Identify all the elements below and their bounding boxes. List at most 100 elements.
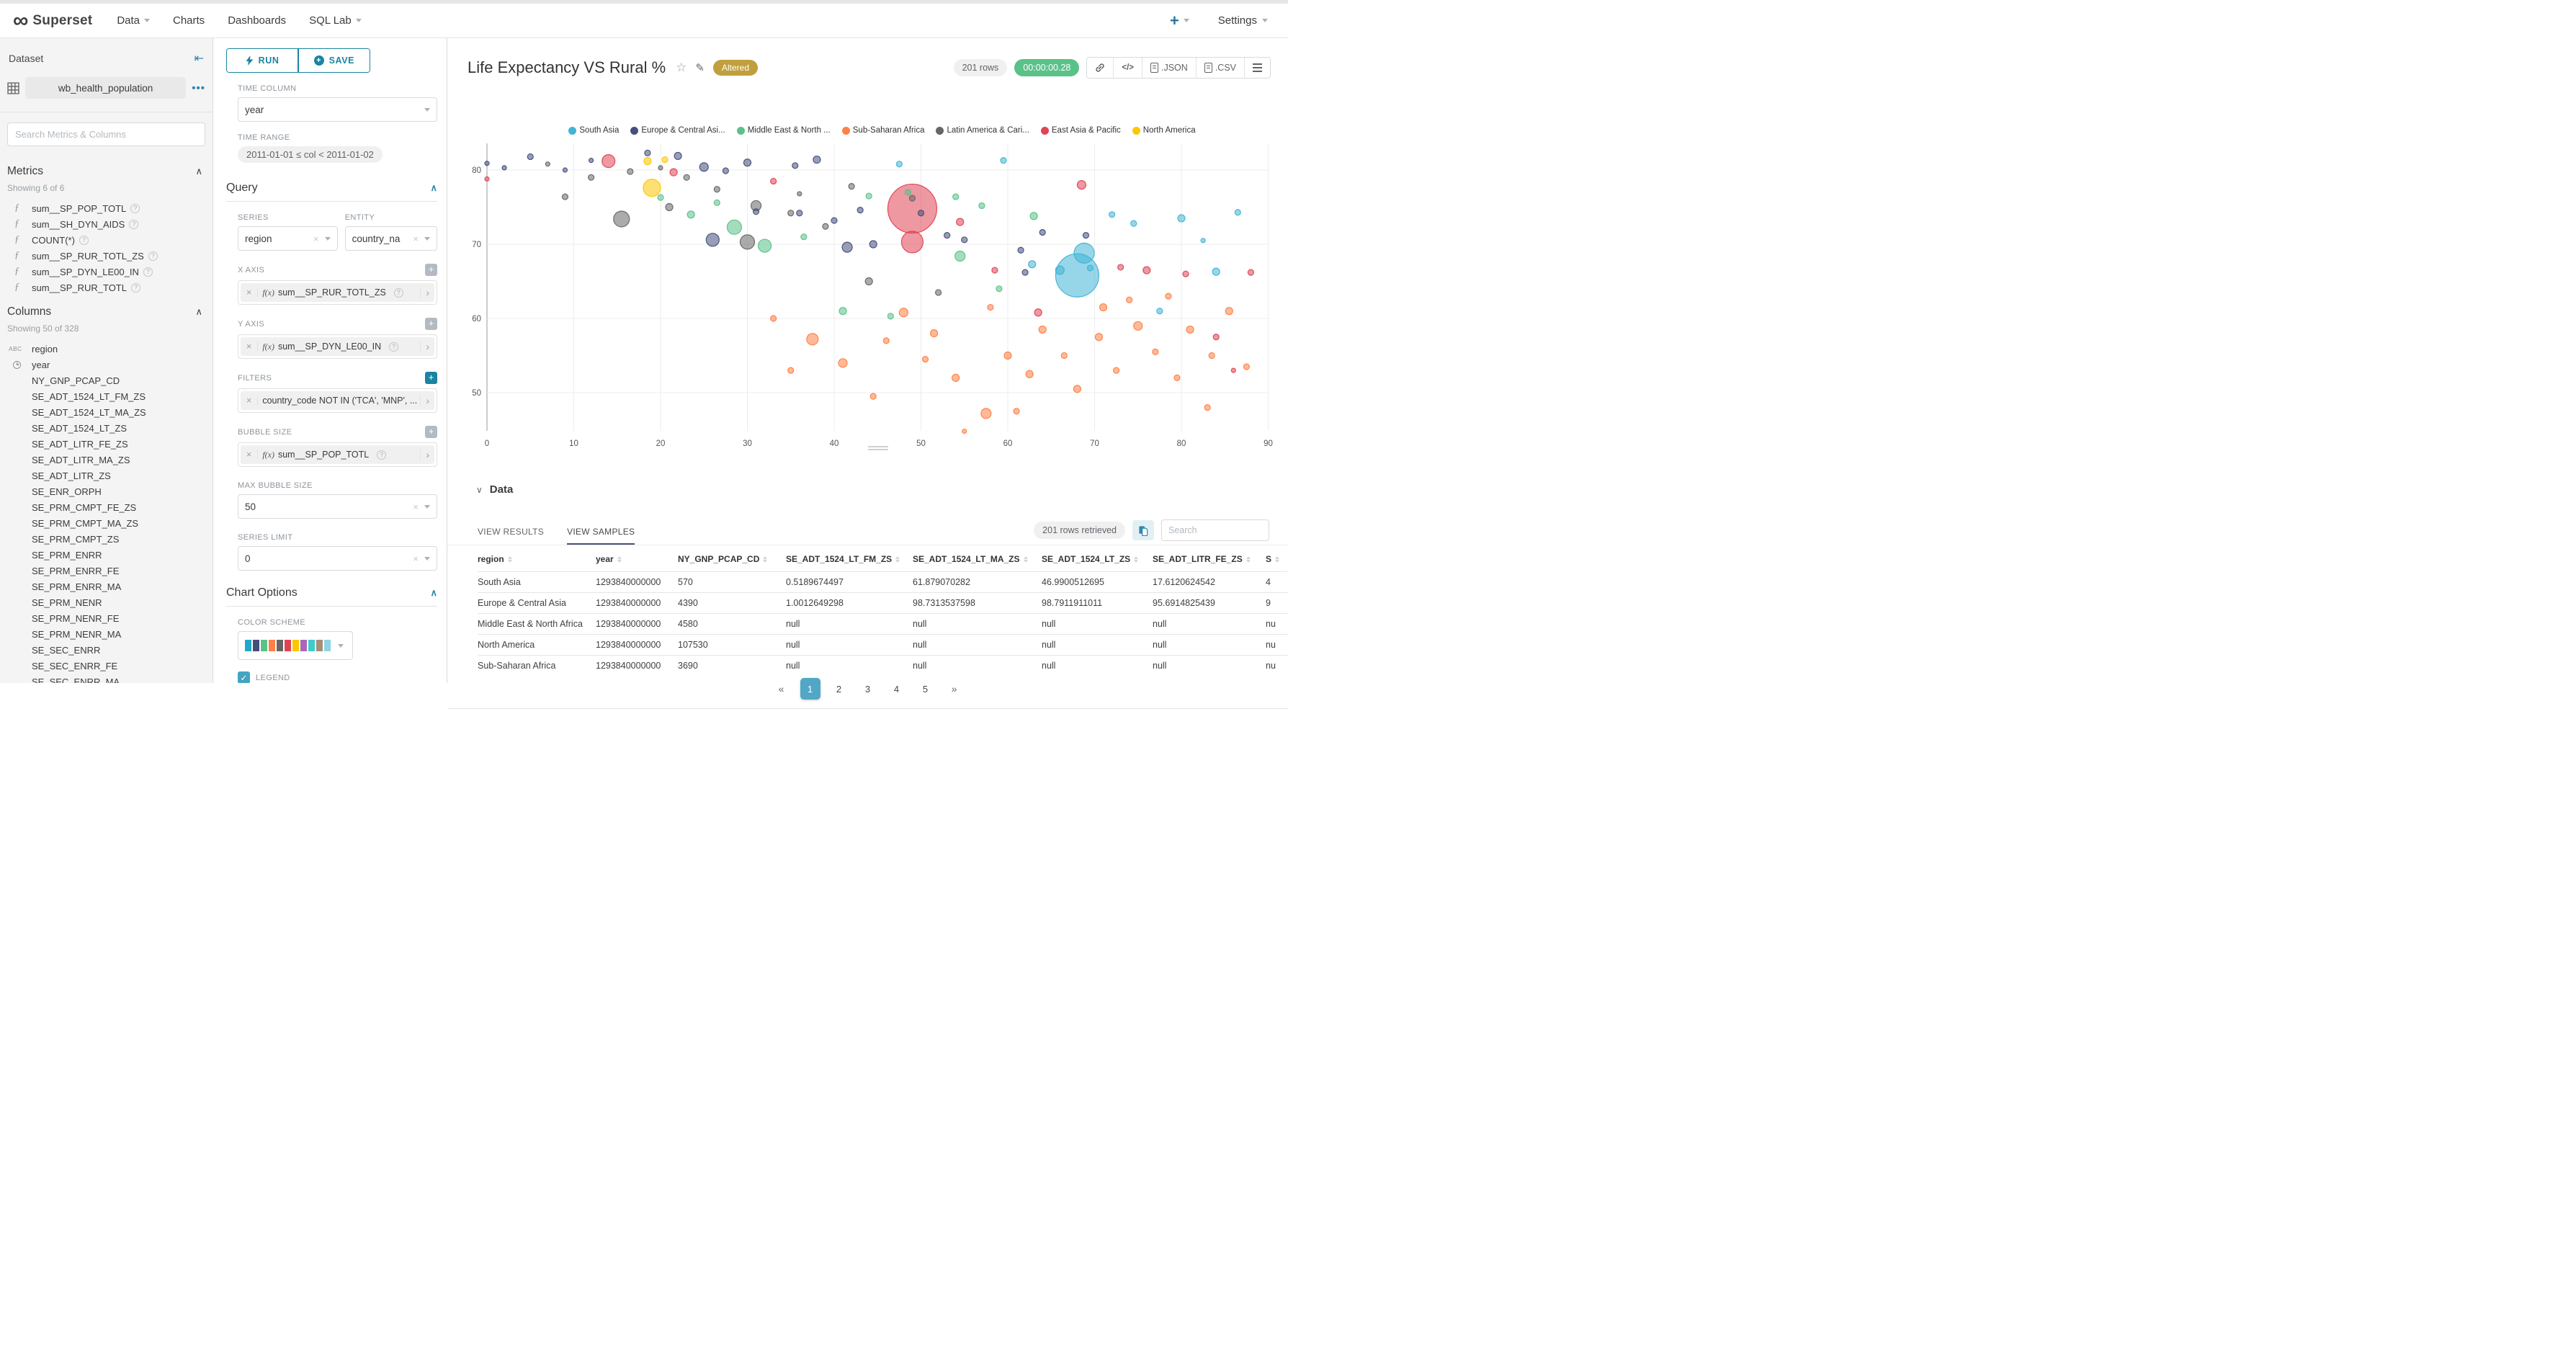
bubble-point[interactable] — [644, 149, 651, 156]
column-item[interactable]: ABC region — [9, 343, 58, 354]
bubble-point[interactable] — [978, 202, 985, 210]
bubble-point[interactable] — [1165, 293, 1172, 300]
table-row[interactable]: North America 1293840000000 107530 null null… — [478, 634, 1288, 655]
column-item[interactable]: SE_PRM_NENR — [32, 597, 102, 608]
metric-item[interactable]: ƒ sum__SP_RUR_TOTL_ZS? — [7, 248, 205, 264]
save-button[interactable]: + SAVE — [298, 49, 370, 72]
export-csv-button[interactable]: .CSV — [1196, 58, 1245, 78]
bubble-point[interactable] — [996, 285, 1003, 293]
bubble-point[interactable] — [796, 210, 803, 217]
bubble-point[interactable] — [961, 236, 968, 244]
bubble-point[interactable] — [1038, 325, 1047, 334]
bubble-point[interactable] — [1094, 333, 1104, 342]
chevron-right-icon[interactable]: › — [420, 395, 434, 406]
series-select[interactable]: region × — [238, 226, 338, 251]
chevron-up-icon[interactable]: ∧ — [195, 166, 202, 177]
bubble-point[interactable] — [713, 186, 720, 193]
bubble-point[interactable] — [683, 174, 690, 181]
bubble-point[interactable] — [1212, 334, 1220, 341]
column-item[interactable]: SE_SEC_ENRR_MA — [32, 676, 120, 684]
bubble-point[interactable] — [1186, 325, 1194, 334]
bubble-size-metric[interactable]: sum__SP_POP_TOTL — [277, 450, 370, 460]
time-range-pill[interactable]: 2011-01-01 ≤ col < 2011-01-02 — [238, 146, 383, 163]
bubble-point[interactable] — [864, 277, 873, 286]
bubble-point[interactable] — [665, 202, 674, 212]
column-item[interactable]: SE_SEC_ENRR — [32, 644, 101, 656]
column-item[interactable]: SE_PRM_CMPT_MA_ZS — [32, 517, 139, 529]
table-row[interactable]: South Asia 1293840000000 570 0.5189674497 61… — [478, 571, 1288, 592]
nav-item-data[interactable]: Data — [117, 14, 150, 27]
panel-resize-handle[interactable] — [867, 446, 888, 450]
bubble-point[interactable] — [1029, 212, 1038, 220]
nav-item-charts[interactable]: Charts — [173, 14, 205, 27]
table-row[interactable]: Sub-Saharan Africa 1293840000000 3690 null n… — [478, 655, 1288, 676]
bubble-point[interactable] — [895, 161, 903, 168]
bubble-point[interactable] — [787, 210, 795, 217]
bubble-point[interactable] — [1126, 296, 1133, 303]
chevron-up-icon[interactable]: ∧ — [430, 587, 437, 598]
bubble-point[interactable] — [1200, 238, 1206, 244]
bubble-point[interactable] — [1039, 228, 1046, 236]
bubble-point[interactable] — [838, 358, 848, 368]
bubble-point[interactable] — [1003, 351, 1012, 360]
bubble-point[interactable] — [1013, 408, 1020, 415]
bubble-point[interactable] — [1099, 303, 1108, 312]
bubble-point[interactable] — [613, 210, 630, 228]
color-scheme-select[interactable] — [238, 631, 353, 660]
column-header[interactable]: SE_ADT_1524_LT_MA_ZS — [913, 554, 1042, 564]
remove-icon[interactable]: × — [241, 287, 259, 298]
embed-code-button[interactable]: </> — [1114, 58, 1142, 78]
bubble-point[interactable] — [987, 303, 994, 311]
bubble-point[interactable] — [1086, 264, 1094, 272]
x-axis-metric[interactable]: sum__SP_RUR_TOTL_ZS — [277, 287, 386, 298]
column-item[interactable]: SE_PRM_NENR_FE — [32, 612, 120, 624]
dataset-options-icon[interactable]: ••• — [192, 81, 205, 94]
bubble-point[interactable] — [991, 267, 998, 274]
metric-item[interactable]: ƒ sum__SP_POP_TOTL? — [7, 200, 205, 216]
page-button-4[interactable]: 4 — [893, 683, 900, 695]
clear-icon[interactable]: × — [413, 553, 419, 564]
bubble-point[interactable] — [1212, 267, 1220, 276]
bubble-point[interactable] — [1060, 352, 1068, 360]
column-item[interactable]: SE_ADT_1524_LT_ZS — [32, 422, 127, 434]
column-item[interactable]: SE_SEC_ENRR_FE — [32, 660, 118, 671]
bubble-point[interactable] — [589, 158, 594, 164]
bubble-point[interactable] — [813, 155, 821, 164]
bubble-point[interactable] — [722, 167, 729, 174]
bubble-point[interactable] — [917, 210, 925, 217]
bubble-point[interactable] — [1021, 269, 1029, 276]
column-item[interactable]: SE_ADT_LITR_FE_ZS — [32, 438, 128, 450]
bubble-point[interactable] — [770, 177, 777, 185]
bubble-point[interactable] — [1156, 308, 1163, 315]
bubble-point[interactable] — [952, 373, 960, 382]
add-new-button[interactable]: + — [1170, 12, 1189, 28]
metric-item[interactable]: ƒ sum__SP_RUR_TOTL? — [7, 280, 205, 295]
bubble-point[interactable] — [545, 161, 550, 167]
bubble-point[interactable] — [674, 151, 682, 161]
add-y-axis-icon[interactable]: + — [425, 318, 437, 330]
column-item[interactable]: SE_PRM_CMPT_FE_ZS — [32, 501, 137, 513]
remove-icon[interactable]: × — [241, 450, 259, 460]
page-prev-button[interactable]: « — [778, 683, 784, 695]
column-header[interactable]: year — [596, 554, 678, 564]
chevron-right-icon[interactable]: › — [420, 341, 434, 352]
add-x-axis-icon[interactable]: + — [425, 264, 437, 276]
table-search-input[interactable] — [1161, 519, 1269, 541]
table-row[interactable]: Middle East & North Africa 1293840000000 4… — [478, 613, 1288, 634]
column-header[interactable]: SE_ADT_1524_LT_FM_ZS — [786, 554, 913, 564]
bubble-point[interactable] — [1055, 265, 1065, 275]
bubble-point[interactable] — [952, 193, 960, 200]
bubble-point[interactable] — [1247, 269, 1255, 276]
bubble-point[interactable] — [1017, 246, 1024, 254]
data-section-toggle[interactable]: ∨ Data — [476, 483, 513, 496]
bubble-point[interactable] — [643, 157, 652, 166]
bubble-point[interactable] — [900, 231, 924, 254]
bubble-point[interactable] — [1225, 307, 1233, 316]
filter-expression[interactable]: country_code NOT IN ('TCA', 'MNP', ... — [262, 396, 418, 406]
bubble-point[interactable] — [1142, 266, 1151, 274]
bubble-point[interactable] — [484, 176, 490, 182]
bubble-point[interactable] — [770, 315, 777, 322]
legend-item[interactable]: Middle East & North ... — [736, 126, 831, 135]
bubble-point[interactable] — [699, 162, 709, 172]
metric-item[interactable]: ƒ COUNT(*)? — [7, 232, 205, 248]
